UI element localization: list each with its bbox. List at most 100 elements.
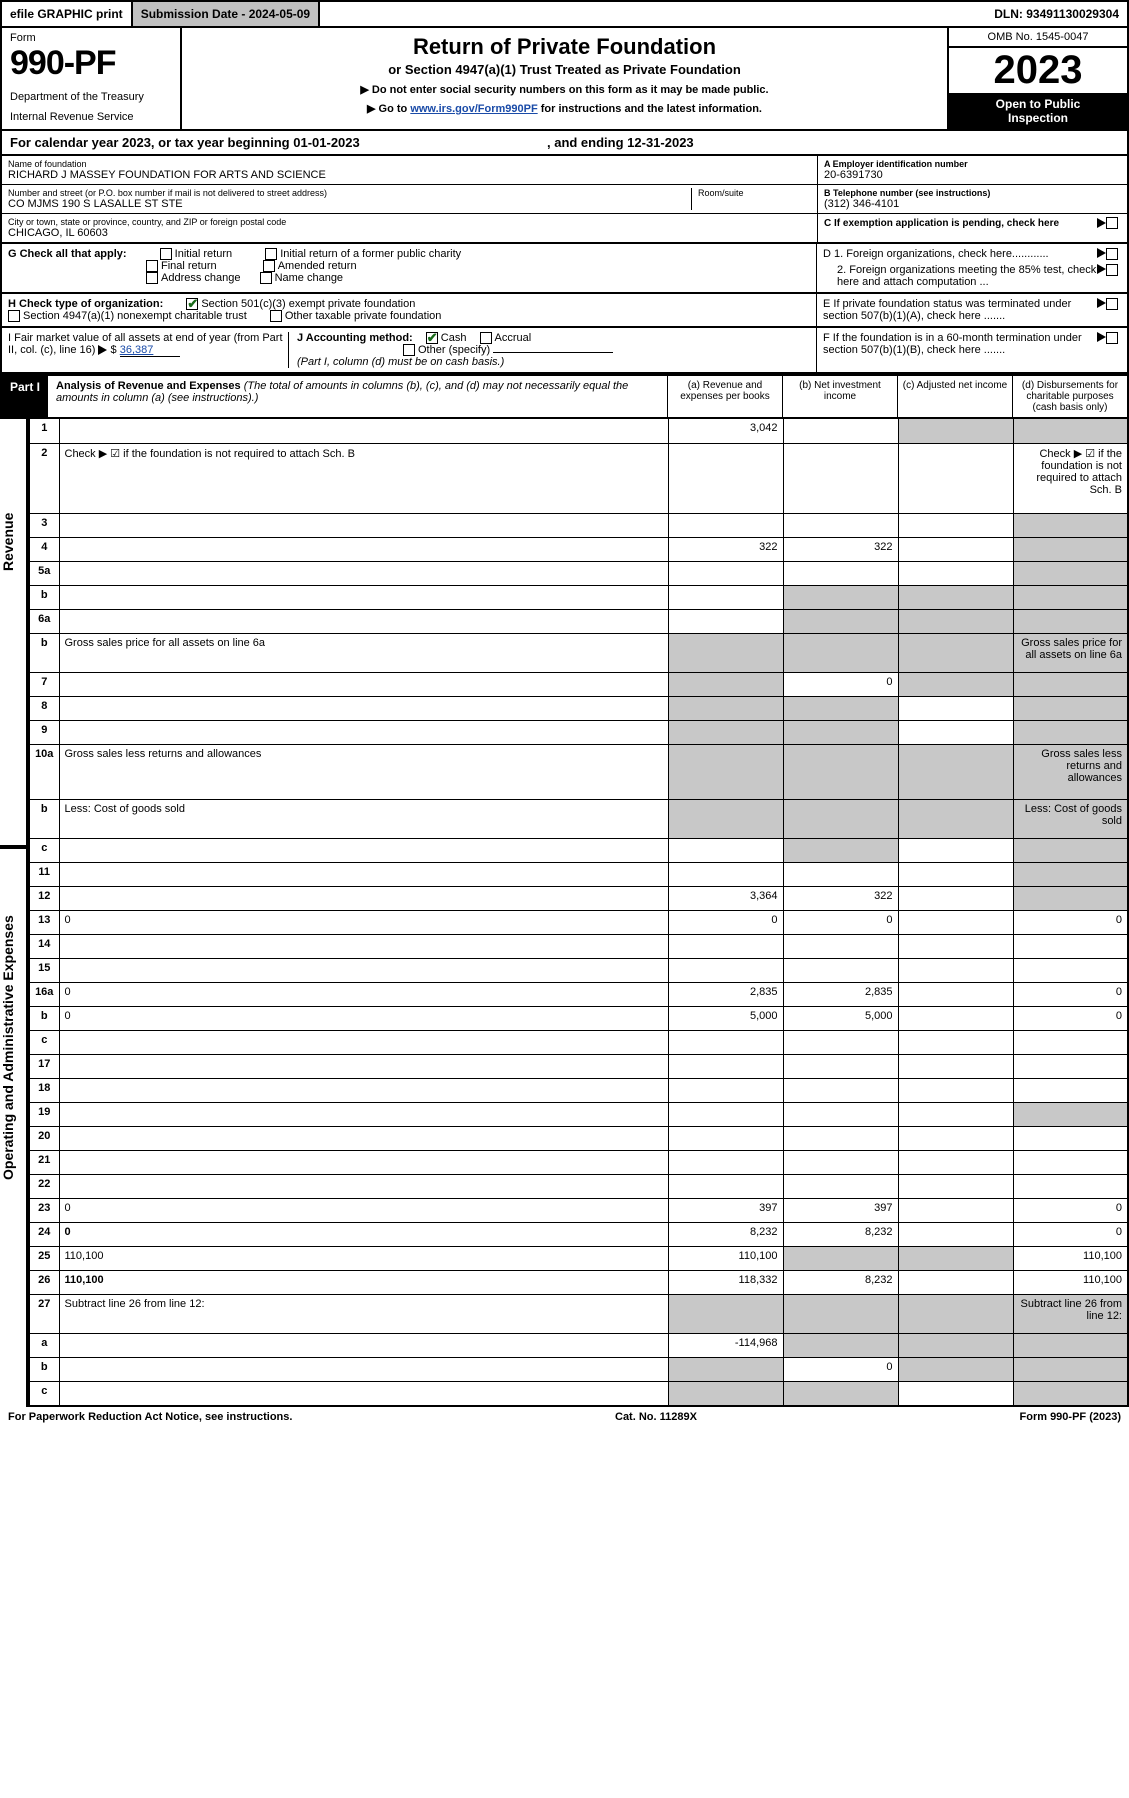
table-row: 130000	[29, 910, 1128, 934]
amt-col-a	[668, 1102, 783, 1126]
row-number: 10a	[29, 745, 59, 799]
501c3-checkbox[interactable]	[186, 298, 198, 310]
amt-col-c	[898, 443, 1013, 514]
amt-col-c	[898, 538, 1013, 562]
table-row: 10a Gross sales less returns and allowanc…	[29, 745, 1128, 799]
row-desc	[59, 958, 668, 982]
other-specify-checkbox[interactable]	[403, 344, 415, 356]
e-checkbox[interactable]	[1106, 298, 1118, 310]
final-return-checkbox[interactable]	[146, 260, 158, 272]
instr-2: ▶ Go to www.irs.gov/Form990PF for instru…	[188, 102, 941, 115]
row-desc: 110,100	[59, 1246, 668, 1270]
amt-col-d	[1013, 1030, 1128, 1054]
row-desc	[59, 1174, 668, 1198]
f-section: F If the foundation is in a 60-month ter…	[817, 328, 1127, 372]
amt-col-b: 0	[783, 910, 898, 934]
name-change-checkbox[interactable]	[260, 272, 272, 284]
amt-col-c	[898, 1174, 1013, 1198]
top-bar: efile GRAPHIC print Submission Date - 20…	[0, 0, 1129, 28]
open-line1: Open to Public	[953, 97, 1123, 111]
row-number: a	[29, 1334, 59, 1358]
amt-col-d	[1013, 418, 1128, 443]
row-number: b	[29, 1006, 59, 1030]
table-row: a-114,968	[29, 1334, 1128, 1358]
row-number: 17	[29, 1054, 59, 1078]
4947-checkbox[interactable]	[8, 310, 20, 322]
amt-col-b	[783, 838, 898, 862]
amt-col-d: Gross sales less returns and allowances	[1013, 745, 1128, 799]
table-row: 6a	[29, 610, 1128, 634]
initial-return-checkbox[interactable]	[160, 248, 172, 260]
amt-col-a	[668, 443, 783, 514]
d1-checkbox[interactable]	[1106, 248, 1118, 260]
row-number: 12	[29, 886, 59, 910]
row-desc	[59, 838, 668, 862]
d2-checkbox[interactable]	[1106, 264, 1118, 276]
open-public-badge: Open to Public Inspection	[949, 93, 1127, 129]
room-label: Room/suite	[698, 188, 811, 198]
g-opt-3: Initial return of a former public charit…	[280, 248, 461, 260]
row-desc: Less: Cost of goods sold	[59, 799, 668, 838]
irs-label: Internal Revenue Service	[10, 111, 172, 123]
table-row: 70	[29, 673, 1128, 697]
amt-col-b	[783, 562, 898, 586]
efile-label: efile GRAPHIC print	[2, 2, 133, 26]
amt-col-b	[783, 586, 898, 610]
form990pf-link[interactable]: www.irs.gov/Form990PF	[410, 103, 537, 115]
amt-col-d: 0	[1013, 1006, 1128, 1030]
revenue-side-label: Revenue	[0, 417, 28, 847]
amt-col-b: 8,232	[783, 1222, 898, 1246]
cash-checkbox[interactable]	[426, 332, 438, 344]
amt-col-c	[898, 1078, 1013, 1102]
caly-end: 12-31-2023	[627, 135, 694, 150]
amt-col-c	[898, 1294, 1013, 1333]
form-number: 990-PF	[10, 44, 172, 83]
part1-badge: Part I	[2, 376, 48, 417]
amt-col-a	[668, 838, 783, 862]
other-taxable-checkbox[interactable]	[270, 310, 282, 322]
amt-col-b	[783, 1382, 898, 1407]
row-number: 9	[29, 721, 59, 745]
ein-value: 20-6391730	[824, 169, 1121, 181]
footer-mid: Cat. No. 11289X	[615, 1411, 697, 1423]
address-change-checkbox[interactable]	[146, 272, 158, 284]
arrow-icon	[1097, 218, 1106, 228]
amt-col-d	[1013, 1382, 1128, 1407]
amt-col-a: 0	[668, 910, 783, 934]
initial-former-checkbox[interactable]	[265, 248, 277, 260]
amt-col-a	[668, 745, 783, 799]
amt-col-c	[898, 1222, 1013, 1246]
amt-col-a: 322	[668, 538, 783, 562]
amended-return-checkbox[interactable]	[263, 260, 275, 272]
i-value[interactable]: 36,387	[120, 344, 180, 357]
amt-col-c	[898, 982, 1013, 1006]
amt-col-d	[1013, 1150, 1128, 1174]
table-row: 13,042	[29, 418, 1128, 443]
city-label: City or town, state or province, country…	[8, 217, 811, 227]
row-number: b	[29, 799, 59, 838]
amt-col-c	[898, 697, 1013, 721]
expenses-side-label: Operating and Administrative Expenses	[0, 847, 28, 1407]
page-footer: For Paperwork Reduction Act Notice, see …	[0, 1407, 1129, 1427]
ijf-row: I Fair market value of all assets at end…	[0, 328, 1129, 374]
amt-col-d: Gross sales price for all assets on line…	[1013, 634, 1128, 673]
amt-col-d	[1013, 1334, 1128, 1358]
accrual-checkbox[interactable]	[480, 332, 492, 344]
amt-col-a	[668, 514, 783, 538]
amt-col-b	[783, 697, 898, 721]
amt-col-b	[783, 610, 898, 634]
amt-col-d	[1013, 514, 1128, 538]
table-row: 14	[29, 934, 1128, 958]
row-number: 13	[29, 910, 59, 934]
c-checkbox[interactable]	[1106, 217, 1118, 229]
table-row: 27Subtract line 26 from line 12:Subtract…	[29, 1294, 1128, 1333]
submission-date: Submission Date - 2024-05-09	[133, 2, 320, 26]
amt-col-d	[1013, 862, 1128, 886]
row-desc	[59, 1054, 668, 1078]
f-checkbox[interactable]	[1106, 332, 1118, 344]
row-number: 4	[29, 538, 59, 562]
amt-col-c	[898, 799, 1013, 838]
c-label: C If exemption application is pending, c…	[824, 218, 1097, 229]
row-desc	[59, 862, 668, 886]
row-number: 23	[29, 1198, 59, 1222]
